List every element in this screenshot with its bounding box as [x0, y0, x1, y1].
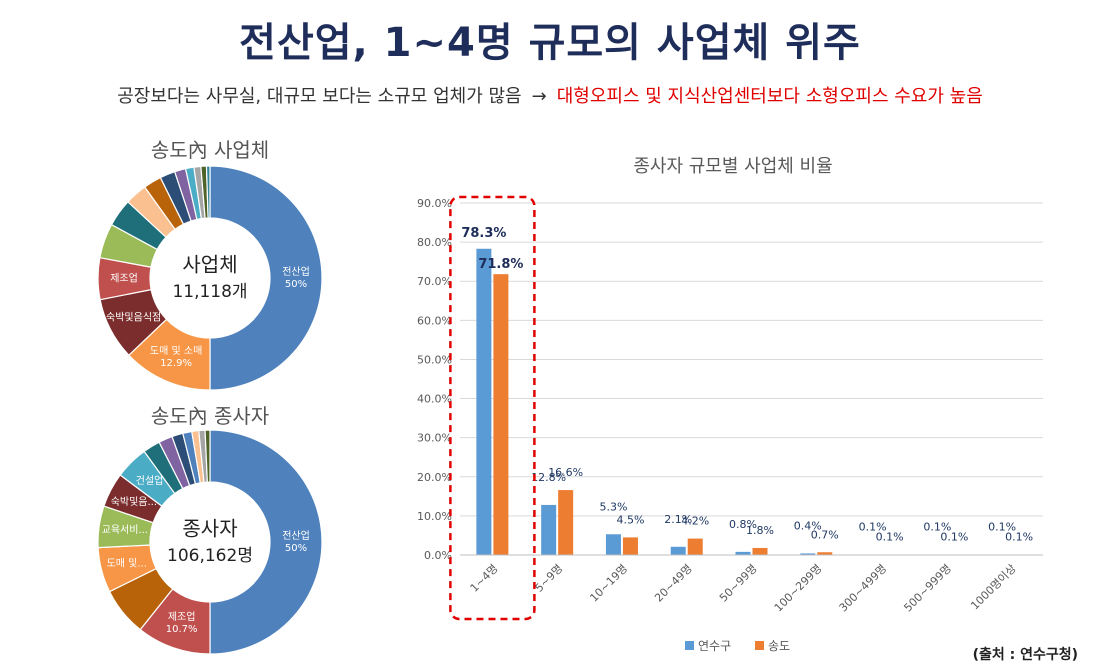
bar-value-label: 0.1%	[940, 531, 968, 544]
y-tick-label: 0.0%	[424, 549, 452, 562]
y-tick-label: 10.0%	[417, 510, 452, 523]
subtitle-right: 대형오피스 및 지식산업센터보다 소형오피스 수요가 높음	[556, 86, 983, 107]
bar-yeonsu	[735, 551, 751, 555]
bar-value-label: 2.1%	[664, 513, 692, 526]
legend-swatch	[685, 641, 694, 650]
bar-songdo	[752, 547, 768, 555]
bar-value-label: 78.3%	[461, 226, 506, 241]
bar-songdo	[558, 490, 574, 555]
subtitle-left: 공장보다는 사무실, 대규모 보다는 소규모 업체가 많음	[117, 86, 522, 107]
subtitle: 공장보다는 사무실, 대규모 보다는 소규모 업체가 많음 → 대형오피스 및 지식…	[0, 82, 1100, 108]
bar-value-label: 0.1%	[859, 521, 887, 534]
bar-value-label: 16.6%	[548, 466, 583, 479]
donut2-slice-label: 교육서비...	[102, 524, 148, 536]
donut1-slice-label: 숙박및음식점	[106, 312, 161, 324]
bar-value-label: 0.1%	[988, 521, 1016, 534]
bar-value-label: 0.4%	[794, 519, 822, 532]
donut2-center-label: 종사자	[182, 517, 237, 541]
bar-yeonsu	[541, 504, 557, 555]
bar-value-label: 1.8%	[746, 524, 774, 537]
x-tick-label: 1~4명	[468, 562, 501, 595]
bar-yeonsu	[605, 534, 621, 555]
bar-value-label: 71.8%	[478, 257, 523, 272]
donut2-slice-label: 도매 및...	[107, 558, 147, 570]
bar-value-label: 0.1%	[876, 531, 904, 544]
y-tick-label: 30.0%	[417, 432, 452, 445]
bar-songdo	[493, 274, 509, 555]
y-tick-label: 90.0%	[417, 197, 452, 210]
bar-value-label: 5.3%	[599, 500, 627, 513]
y-tick-label: 20.0%	[417, 471, 452, 484]
bar-value-label: 12.8%	[531, 471, 566, 484]
donut1-slice	[205, 165, 211, 219]
bar-value-label: 0.7%	[811, 528, 839, 541]
bar-chart: 종사자 규모별 사업체 비율 0.0% 10.0% 20.0% 30.0% 40.0% 50…	[417, 156, 1043, 653]
y-tick-label: 70.0%	[417, 275, 452, 288]
donut1-slice	[209, 165, 323, 391]
donut2-title: 송도內 종사자	[150, 404, 270, 428]
donut1-slice-label: 전산업 50%	[282, 265, 310, 290]
y-tick-label: 50.0%	[417, 353, 452, 366]
bar-yeonsu	[476, 248, 492, 555]
legend-label: 송도	[768, 639, 790, 653]
donut-chart-businesses: 전산업 50% 도매 및 소매 12.9% 숙박및음식점 제조업 사업체 11,118개	[97, 165, 323, 391]
donut1-center-value: 11,118개	[172, 282, 247, 302]
x-tick-label: 5~9명	[533, 562, 566, 595]
bar-value-label: 0.1%	[923, 521, 951, 534]
source-note: (출처 : 연수구청)	[972, 647, 1078, 663]
donut2-slice	[204, 429, 211, 483]
donut-chart-employees: 전산업 50% 제조업 10.7% 도매 및... 교육서비... 숙박및음... 건설업종사…	[97, 429, 323, 655]
bar-songdo	[817, 552, 833, 555]
bar-yeonsu	[670, 546, 686, 555]
bar-value-label: 0.8%	[729, 518, 757, 531]
donut2-center-value: 106,162명	[167, 546, 253, 566]
x-tick-label: 1000명이상	[968, 562, 1018, 612]
donut2-slice-label: 숙박및음...	[111, 496, 157, 508]
donut2-slice-label: 제조업 10.7%	[166, 610, 198, 635]
bar-chart-title: 종사자 규모별 사업체 비율	[633, 156, 832, 177]
donut1-title: 송도內 사업체	[150, 138, 270, 162]
x-tick-label: 100~299명	[772, 562, 825, 615]
x-tick-label: 20~49명	[652, 562, 695, 605]
x-tick-label: 10~19명	[587, 562, 630, 605]
donut1-center-label: 사업체	[182, 253, 237, 277]
y-tick-label: 60.0%	[417, 314, 452, 327]
highlight-box	[449, 195, 536, 621]
x-tick-label: 500~999명	[901, 562, 954, 615]
legend-swatch	[755, 641, 764, 650]
y-tick-label: 40.0%	[417, 393, 452, 406]
x-tick-label: 300~499명	[837, 562, 890, 615]
x-tick-label: 50~99명	[717, 562, 760, 605]
bar-songdo	[687, 538, 703, 555]
page-title: 전산업, 1~4명 규모의 사업체 위주	[239, 20, 861, 66]
bar-value-label: 4.2%	[681, 515, 709, 528]
y-tick-label: 80.0%	[417, 236, 452, 249]
subtitle-arrow: →	[531, 86, 547, 107]
donut2-slice-label: 전산업 50%	[282, 529, 310, 554]
bar-value-label: 0.1%	[1005, 531, 1033, 544]
donut1-slice-label: 도매 및 소매 12.9%	[150, 345, 202, 369]
donut2-slice-label: 건설업	[136, 474, 164, 487]
donut2-slice	[209, 429, 323, 655]
bar-yeonsu	[800, 553, 816, 555]
donut1-slice-label: 제조업	[110, 272, 138, 285]
bar-value-label: 4.5%	[616, 513, 644, 526]
legend-label: 연수구	[698, 639, 731, 653]
bar-songdo	[622, 537, 638, 555]
